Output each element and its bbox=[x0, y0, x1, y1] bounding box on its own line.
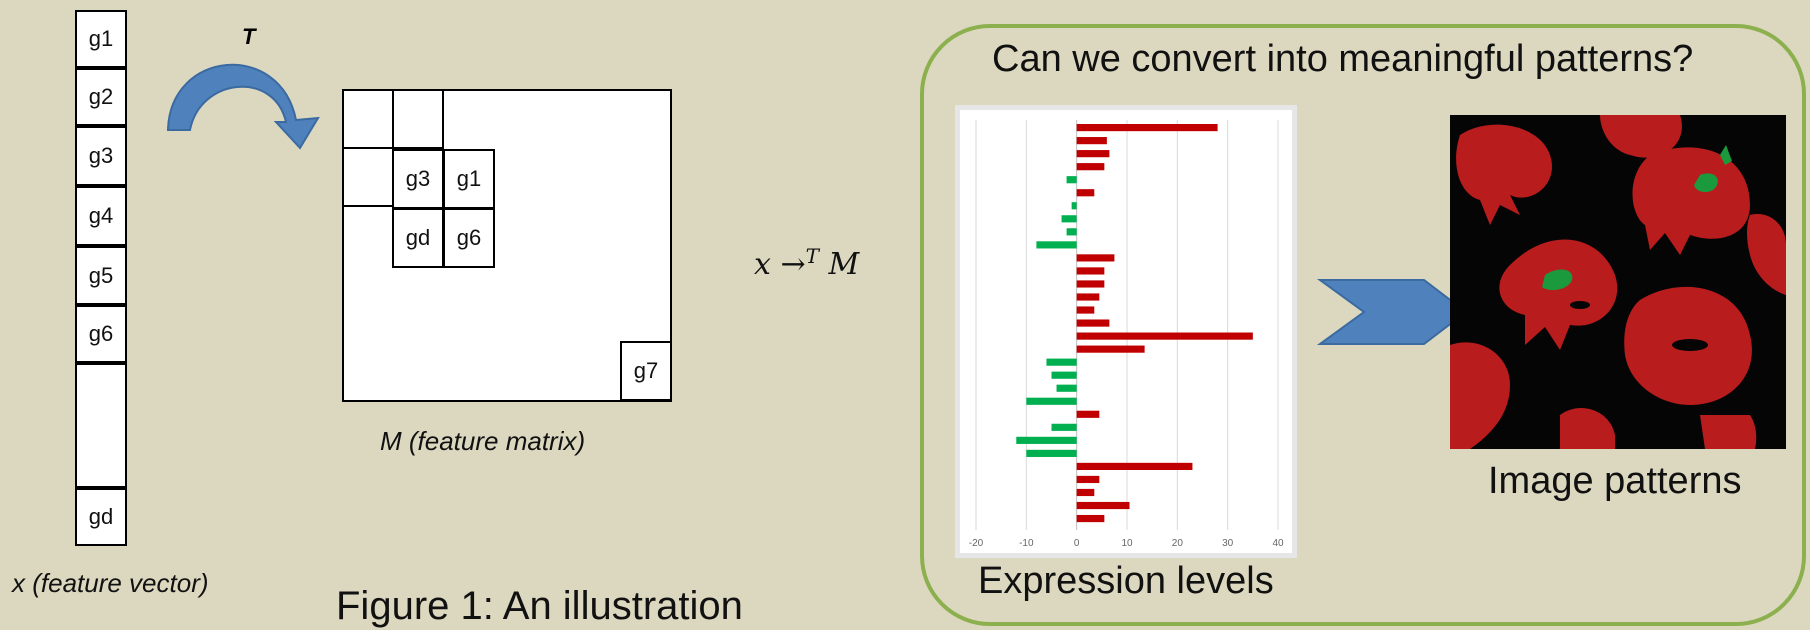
formula-m: M bbox=[828, 247, 860, 282]
matrix-cell-g7: g7 bbox=[620, 341, 672, 401]
vector-cell-g4: g4 bbox=[75, 186, 127, 246]
x-tick-label: 10 bbox=[1121, 538, 1133, 549]
chart-label: Expression levels bbox=[978, 560, 1274, 602]
matrix-cell-g1: g1 bbox=[443, 149, 495, 209]
matrix-cell-g3: g3 bbox=[392, 149, 444, 209]
chart-bar bbox=[1076, 267, 1105, 275]
chart-bar bbox=[1076, 475, 1100, 484]
x-tick-label: -10 bbox=[1019, 538, 1034, 549]
chart-bar bbox=[1061, 215, 1077, 223]
panel-title: Can we convert into meaningful patterns? bbox=[992, 38, 1694, 80]
formula-x: x bbox=[754, 247, 771, 282]
x-tick-label: 40 bbox=[1272, 538, 1284, 549]
feature-matrix-caption: M (feature matrix) bbox=[380, 426, 586, 456]
chart-bar bbox=[1056, 384, 1077, 392]
chart-bar bbox=[1046, 358, 1077, 366]
chart-bar bbox=[1076, 514, 1105, 523]
mapping-formula: x →T M bbox=[754, 244, 859, 282]
chart-bar bbox=[1076, 254, 1115, 262]
chart-bar bbox=[1026, 449, 1077, 457]
formula-sup: T bbox=[805, 244, 819, 268]
chart-bar bbox=[1076, 150, 1110, 158]
chart-bar bbox=[1066, 228, 1077, 236]
matrix-cell-gd: gd bbox=[392, 208, 444, 268]
x-tick-label: 30 bbox=[1222, 538, 1234, 549]
chevron-arrow-icon bbox=[1316, 279, 1468, 345]
expression-chart: -20 -10 0 10 20 30 40 bbox=[955, 105, 1297, 558]
x-tick-label: -20 bbox=[969, 538, 984, 549]
chart-bar bbox=[1076, 280, 1105, 288]
chart-bar bbox=[1076, 163, 1105, 171]
vector-cell-g3: g3 bbox=[75, 126, 127, 186]
vector-cell-ellipsis bbox=[75, 363, 127, 488]
matrix-empty-cell bbox=[342, 147, 394, 207]
transform-curved-arrow bbox=[166, 63, 320, 150]
matrix-cell-g6: g6 bbox=[443, 208, 495, 268]
chart-bar bbox=[1076, 462, 1193, 471]
chart-bar bbox=[1076, 501, 1130, 510]
feature-vector-caption: x (feature vector) bbox=[12, 568, 209, 598]
figure-caption: Figure 1: An illustration bbox=[336, 584, 743, 628]
expression-chart-svg: -20 -10 0 10 20 30 40 bbox=[969, 120, 1284, 549]
chart-bar bbox=[1036, 241, 1077, 249]
conversion-panel bbox=[920, 24, 1806, 626]
chart-bar bbox=[1076, 488, 1095, 497]
vector-cell-g2: g2 bbox=[75, 68, 127, 126]
matrix-empty-cell bbox=[342, 89, 394, 149]
chart-bar bbox=[1051, 371, 1077, 379]
chart-bar bbox=[1016, 436, 1077, 444]
chart-bar bbox=[1076, 124, 1218, 132]
vector-cell-gd: gd bbox=[75, 488, 127, 546]
vector-cell-g6: g6 bbox=[75, 305, 127, 363]
chart-bar bbox=[1076, 345, 1145, 353]
transform-label: T bbox=[242, 24, 256, 49]
chart-bar bbox=[1071, 202, 1077, 210]
chart-bar bbox=[1076, 293, 1100, 301]
chart-bar bbox=[1066, 176, 1077, 184]
chart-bar bbox=[1026, 397, 1077, 405]
matrix-empty-cell bbox=[392, 89, 444, 149]
vector-cell-g1: g1 bbox=[75, 10, 127, 68]
chart-bar bbox=[1076, 319, 1110, 327]
chart-bar bbox=[1076, 137, 1107, 145]
chart-bar bbox=[1076, 410, 1100, 418]
x-tick-label: 0 bbox=[1074, 538, 1080, 549]
chart-bar bbox=[1076, 306, 1095, 314]
pattern-svg bbox=[1450, 115, 1786, 449]
vector-cell-g5: g5 bbox=[75, 246, 127, 305]
image-pattern bbox=[1450, 115, 1786, 449]
chart-bar bbox=[1076, 189, 1095, 197]
image-label: Image patterns bbox=[1488, 460, 1742, 502]
chart-bar bbox=[1051, 423, 1077, 431]
chart-bar bbox=[1076, 332, 1253, 340]
formula-arrow: → bbox=[780, 247, 806, 282]
x-tick-label: 20 bbox=[1172, 538, 1184, 549]
